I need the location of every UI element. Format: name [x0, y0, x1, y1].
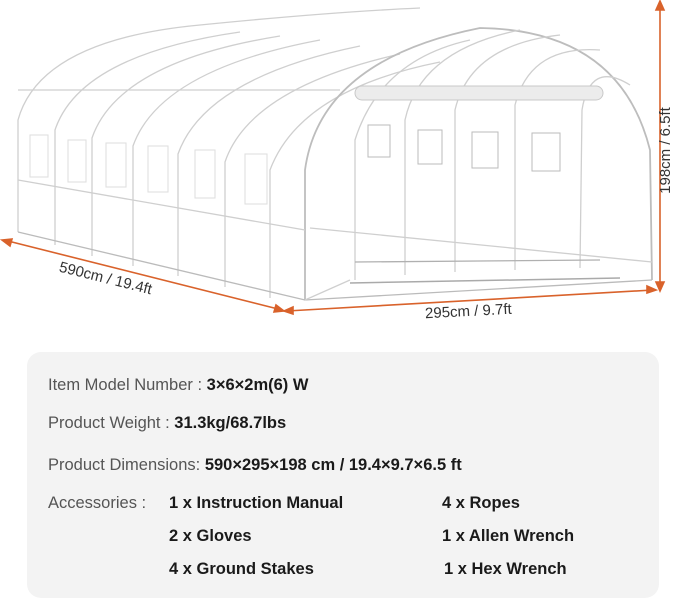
model-row: Item Model Number : 3×6×2m(6) W	[48, 376, 308, 395]
accessory-item: 1 x Hex Wrench	[444, 560, 567, 578]
accessories-label: Accessories :	[48, 494, 147, 512]
model-label: Item Model Number :	[48, 376, 203, 394]
model-value: 3×6×2m(6) W	[206, 376, 309, 394]
greenhouse-illustration	[0, 0, 666, 316]
dimension-arrows	[0, 0, 666, 316]
width-arrow	[286, 289, 654, 312]
length-arrow	[3, 239, 283, 311]
accessory-item: 4 x Ground Stakes	[169, 560, 314, 578]
weight-row: Product Weight : 31.3kg/68.7lbs	[48, 414, 286, 433]
accessory-item: 2 x Gloves	[169, 527, 252, 545]
dimensions-value: 590×295×198 cm / 19.4×9.7×6.5 ft	[204, 456, 462, 474]
windows	[29, 124, 561, 205]
accessory-item: 1 x Allen Wrench	[442, 527, 575, 545]
dimensions-row: Product Dimensions: 590×295×198 cm / 19.…	[48, 456, 462, 475]
height-label: 198cm / 6.5ft	[656, 107, 674, 194]
spec-panel: Item Model Number : 3×6×2m(6) W Product …	[27, 352, 659, 598]
weight-value: 31.3kg/68.7lbs	[174, 414, 287, 432]
rolled-door	[354, 85, 604, 101]
accessory-item: 1 x Instruction Manual	[169, 494, 344, 512]
weight-label: Product Weight :	[48, 414, 170, 432]
accessory-item: 4 x Ropes	[442, 494, 520, 512]
dimensions-label: Product Dimensions:	[48, 456, 201, 474]
